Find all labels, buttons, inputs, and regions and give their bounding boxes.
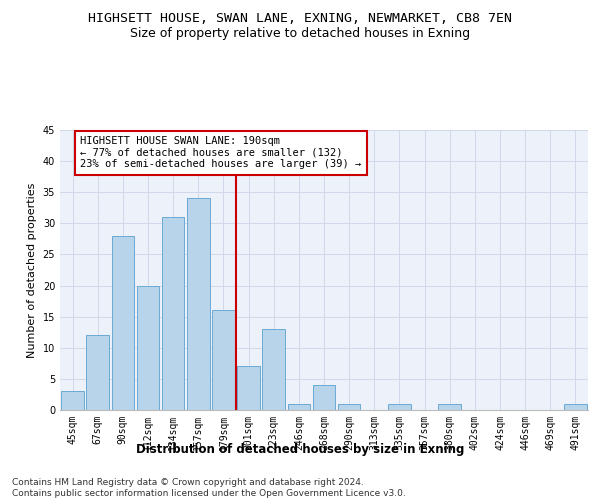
Bar	[439, 404, 461, 410]
Bar	[212, 310, 235, 410]
Bar	[237, 366, 260, 410]
Text: HIGHSETT HOUSE, SWAN LANE, EXNING, NEWMARKET, CB8 7EN: HIGHSETT HOUSE, SWAN LANE, EXNING, NEWMA…	[88, 12, 512, 26]
Y-axis label: Number of detached properties: Number of detached properties	[27, 182, 37, 358]
Bar	[313, 385, 335, 410]
Bar	[61, 392, 84, 410]
Bar	[287, 404, 310, 410]
Bar	[338, 404, 361, 410]
Bar	[564, 404, 587, 410]
Bar	[137, 286, 160, 410]
Text: Contains HM Land Registry data © Crown copyright and database right 2024.
Contai: Contains HM Land Registry data © Crown c…	[12, 478, 406, 498]
Bar	[388, 404, 411, 410]
Text: HIGHSETT HOUSE SWAN LANE: 190sqm
← 77% of detached houses are smaller (132)
23% : HIGHSETT HOUSE SWAN LANE: 190sqm ← 77% o…	[80, 136, 361, 170]
Text: Size of property relative to detached houses in Exning: Size of property relative to detached ho…	[130, 28, 470, 40]
Bar	[262, 329, 285, 410]
Bar	[187, 198, 209, 410]
Bar	[86, 336, 109, 410]
Bar	[112, 236, 134, 410]
Text: Distribution of detached houses by size in Exning: Distribution of detached houses by size …	[136, 442, 464, 456]
Bar	[162, 217, 184, 410]
